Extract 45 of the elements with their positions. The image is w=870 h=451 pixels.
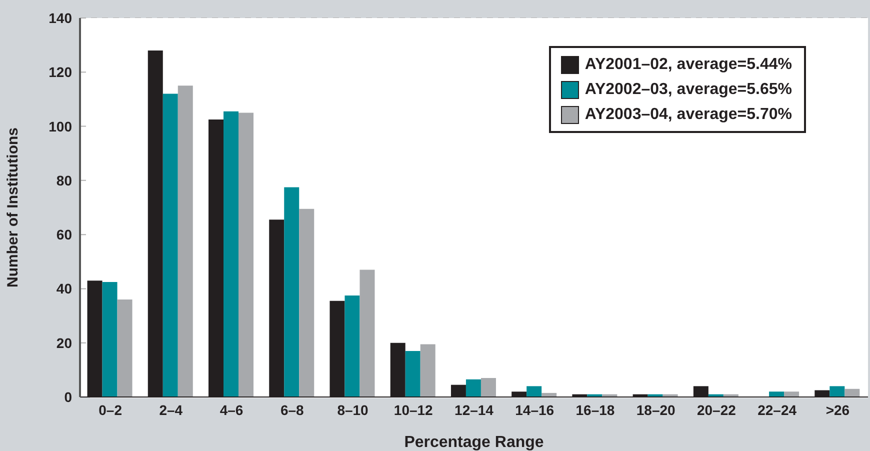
x-tick-label: 18–20 [636, 402, 676, 418]
y-tick-label: 80 [56, 172, 72, 188]
bar [102, 282, 118, 397]
y-tick-label: 20 [56, 334, 72, 351]
bar [117, 300, 132, 397]
bar [784, 392, 800, 397]
bar [466, 379, 481, 397]
bar [360, 270, 375, 397]
x-tick-label: >26 [826, 402, 850, 418]
x-axis-title: Percentage Range [404, 434, 544, 451]
bar [224, 111, 239, 397]
bar [284, 187, 300, 397]
legend-label: AY2003–04, average=5.70% [584, 106, 792, 124]
y-tick-label: 60 [56, 226, 72, 243]
legend-label: AY2001–02, average=5.44% [584, 56, 792, 74]
bar [344, 295, 360, 397]
x-tick-label: 6–8 [280, 402, 304, 418]
bar [405, 350, 420, 397]
bar [238, 112, 254, 397]
x-tick-label: 8–10 [337, 402, 369, 418]
bar [769, 392, 784, 397]
bar [299, 208, 314, 397]
x-tick-label: 16–18 [576, 402, 615, 418]
y-tick-label: 120 [48, 64, 72, 80]
bar [162, 94, 178, 397]
x-tick-label: 22–24 [758, 402, 797, 418]
bar [830, 386, 845, 397]
x-tick-label: 0–2 [98, 402, 122, 418]
bar [420, 344, 436, 397]
x-tick-label: 4–6 [220, 402, 244, 418]
y-tick-label: 40 [56, 280, 72, 297]
y-tick-label: 140 [48, 10, 72, 26]
bar [480, 378, 496, 397]
x-tick-label: 10–12 [394, 402, 434, 418]
legend-label: AY2002–03, average=5.65% [584, 80, 792, 98]
y-tick-label: 0 [64, 388, 72, 405]
x-tick-label: 14–16 [515, 402, 554, 418]
y-axis-title: Number of Institutions [4, 128, 22, 288]
x-tick-label: 2–4 [159, 402, 183, 418]
x-tick-label: 20–22 [696, 402, 736, 418]
bar [844, 388, 860, 397]
bar [526, 386, 542, 397]
y-tick-label: 100 [48, 118, 72, 134]
bar [178, 86, 193, 397]
x-tick-label: 12–14 [454, 402, 494, 418]
